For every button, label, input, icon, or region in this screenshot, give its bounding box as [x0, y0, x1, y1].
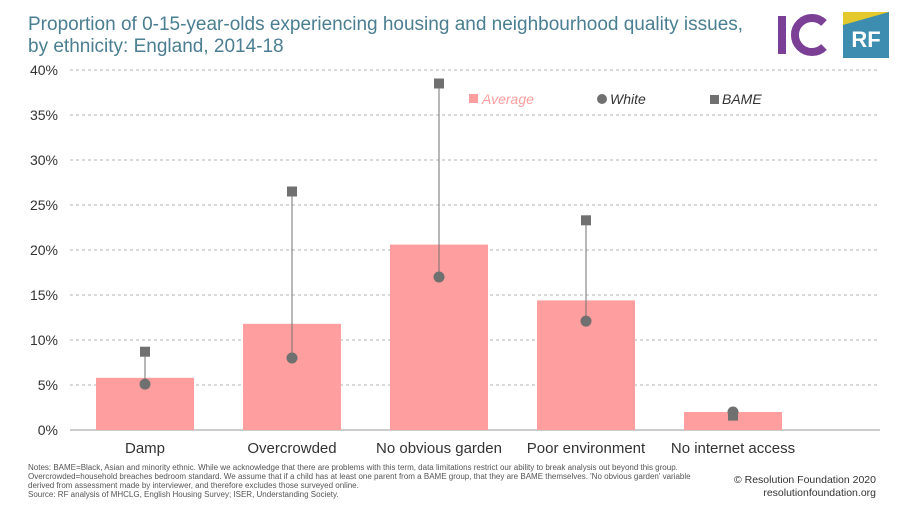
source-line: Source: RF analysis of MHCLG, English Ho… — [28, 490, 339, 499]
legend-white-swatch — [597, 94, 607, 104]
y-tick-label: 0% — [38, 422, 58, 438]
x-tick-label: No obvious garden — [376, 440, 502, 457]
y-tick-label: 40% — [30, 62, 58, 78]
x-tick-label: Damp — [125, 440, 165, 457]
y-tick-label: 20% — [30, 242, 58, 258]
chart: 0% 5% 10% 15% 20% 25% 30% 35% 40% Damp Overcrowde… — [30, 62, 880, 457]
legend-white-label: White — [610, 91, 646, 107]
legend-average-swatch — [469, 94, 478, 103]
rf-logo: RF — [843, 12, 889, 58]
y-tick-label: 30% — [30, 152, 58, 168]
rf-logo-triangle — [843, 12, 889, 25]
ic-logo — [778, 14, 827, 56]
y-tick-label: 15% — [30, 287, 58, 303]
average-bar — [684, 412, 782, 430]
white-marker — [727, 406, 739, 418]
legend-bame-label: BAME — [722, 91, 762, 107]
y-tick-label: 35% — [30, 107, 58, 123]
white-marker — [139, 378, 151, 390]
note-line: Overcrowded=household breaches bedroom s… — [28, 472, 691, 481]
bame-marker — [434, 78, 444, 89]
ic-logo-letter-c — [790, 14, 827, 56]
notes: Notes: BAME=Black, Asian and minority et… — [28, 463, 728, 499]
x-tick-label: No internet access — [671, 440, 795, 457]
x-tick-label: Poor environment — [527, 440, 646, 457]
bame-marker — [581, 215, 591, 226]
y-tick-label: 25% — [30, 197, 58, 213]
average-bars — [96, 244, 782, 430]
chart-title: Proportion of 0-15-year-olds experiencin… — [28, 14, 744, 57]
credit: © Resolution Foundation 2020 resolutionf… — [734, 474, 876, 500]
y-axis-ticks: 0% 5% 10% 15% 20% 25% 30% 35% 40% — [30, 62, 58, 438]
x-tick-label: Overcrowded — [247, 440, 336, 457]
y-tick-label: 10% — [30, 332, 58, 348]
legend-bame-swatch — [710, 95, 719, 104]
website: resolutionfoundation.org — [763, 487, 876, 499]
y-tick-label: 5% — [38, 377, 58, 393]
note-line: derived from assessment made by intervie… — [28, 481, 359, 490]
white-marker — [433, 271, 445, 283]
bame-marker — [287, 186, 297, 197]
white-marker — [286, 352, 298, 364]
copyright: © Resolution Foundation 2020 — [733, 474, 876, 486]
x-axis-labels: Damp Overcrowded No obvious garden Poor env… — [125, 440, 795, 457]
bame-marker — [140, 346, 150, 357]
rf-logo-text: RF — [851, 27, 881, 52]
markers — [139, 78, 739, 421]
legend-average-label: Average — [481, 91, 534, 107]
range-lines — [144, 83, 734, 416]
ic-logo-letter-i — [778, 16, 786, 54]
white-marker — [580, 315, 592, 327]
legend: Average White BAME — [469, 91, 762, 107]
note-line: Notes: BAME=Black, Asian and minority et… — [28, 463, 678, 472]
